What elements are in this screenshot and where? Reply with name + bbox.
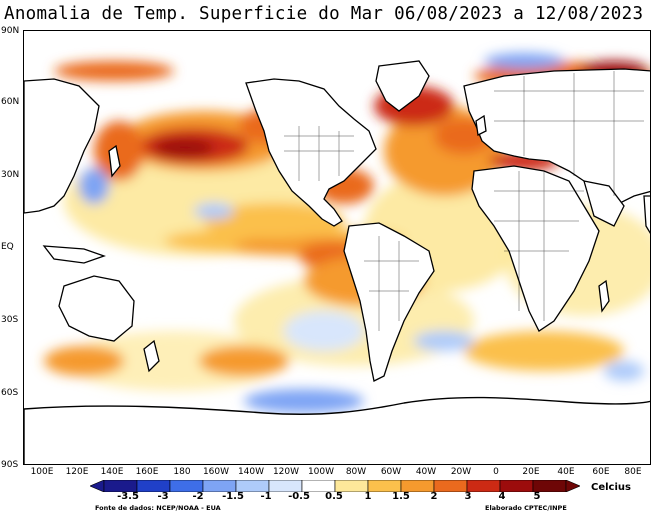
lon-label-120e: 120E — [65, 467, 89, 477]
lon-label-20w: 20W — [450, 467, 472, 477]
lat-label-30n: 30N — [1, 170, 20, 180]
greenland-land — [375, 60, 430, 112]
japan-land — [108, 144, 121, 178]
indonesia-land — [42, 245, 106, 264]
lon-label-20e: 20E — [522, 467, 540, 477]
legend-label-m3-5: -3.5 — [117, 491, 139, 502]
lon-label-120w: 120W — [272, 467, 300, 477]
data-source-credit: Fonte de dados: NCEP/NOAA - EUA — [95, 504, 221, 512]
legend-label-1: 1 — [364, 491, 372, 502]
lat-label-90n: 90N — [1, 26, 20, 36]
north-america-land — [245, 78, 377, 227]
author-credit: Elaborado CPTEC/INPE — [485, 504, 567, 512]
lon-label-160w: 160W — [202, 467, 230, 477]
legend-label-m1: -1 — [260, 491, 272, 502]
map-title: Anomalia de Temp. Superficie do Mar 06/0… — [4, 4, 644, 24]
lat-label-60n: 60N — [1, 97, 20, 107]
legend-label-m3: -3 — [157, 491, 169, 502]
lat-label-60s: 60S — [1, 388, 19, 398]
new-zealand-land — [143, 339, 160, 373]
africa-land — [471, 165, 600, 332]
country-borders — [284, 71, 644, 331]
lat-label-eq: EQ — [1, 242, 14, 252]
uk-land — [475, 114, 487, 136]
australia-land — [58, 275, 135, 342]
legend-label-3: 3 — [464, 491, 472, 502]
legend-label-0-5: 0.5 — [325, 491, 343, 502]
sst-anomaly-map — [23, 30, 651, 465]
legend-label-m0-5: -0.5 — [288, 491, 310, 502]
madagascar-land — [598, 279, 610, 313]
legend-label-m2: -2 — [192, 491, 204, 502]
lon-label-100e: 100E — [30, 467, 54, 477]
lon-label-140w: 140W — [237, 467, 265, 477]
lon-label-80w: 80W — [345, 467, 367, 477]
lon-label-40e: 40E — [557, 467, 575, 477]
lon-label-160e: 160E — [135, 467, 159, 477]
legend-bar — [90, 480, 580, 492]
east-asia-land — [24, 78, 100, 214]
lon-label-80e: 80E — [624, 467, 642, 477]
color-legend — [90, 480, 580, 492]
legend-label-2: 2 — [430, 491, 438, 502]
lon-label-100w: 100W — [307, 467, 335, 477]
south-america-land — [343, 222, 435, 382]
legend-arrow-left — [90, 480, 105, 492]
lon-label-0: 0 — [493, 467, 499, 477]
lon-label-60e: 60E — [592, 467, 610, 477]
legend-label-4: 4 — [498, 491, 506, 502]
lon-label-140e: 140E — [100, 467, 124, 477]
legend-label-m1-5: -1.5 — [222, 491, 244, 502]
india-land — [643, 195, 650, 234]
legend-label-5: 5 — [533, 491, 541, 502]
arabia-land — [583, 180, 625, 227]
legend-label-1-5: 1.5 — [392, 491, 410, 502]
legend-arrow-right — [565, 480, 580, 492]
lon-label-60w: 60W — [380, 467, 402, 477]
lat-label-30s: 30S — [1, 315, 19, 325]
antarctica-land — [24, 396, 650, 464]
map-canvas — [24, 53, 650, 464]
continents — [24, 60, 650, 382]
lat-label-90s: 90S — [1, 460, 19, 470]
lon-label-40w: 40W — [415, 467, 437, 477]
lon-label-180: 180 — [173, 467, 191, 477]
legend-unit: Celcius — [591, 482, 631, 493]
